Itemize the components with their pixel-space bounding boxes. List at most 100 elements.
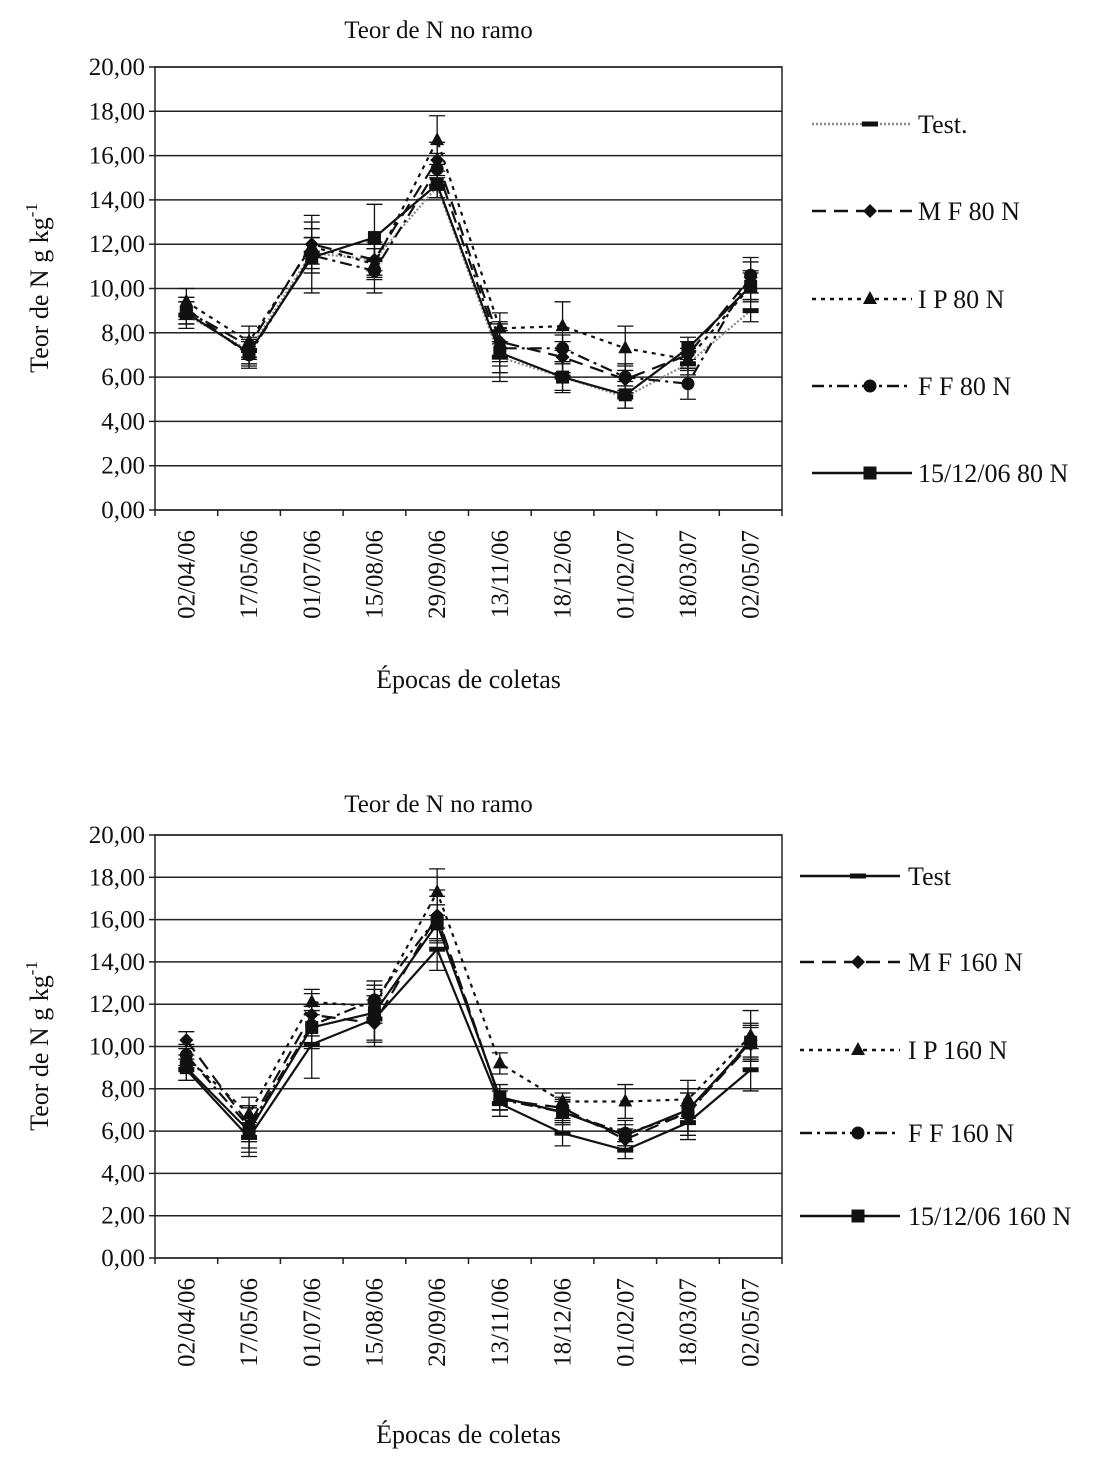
legend-item: M F 160 N xyxy=(800,948,1023,977)
x-tick-label: 17/05/06 xyxy=(236,530,263,619)
data-point xyxy=(492,1055,507,1069)
legend-item: I P 80 N xyxy=(812,285,1005,314)
series-1 xyxy=(178,174,759,409)
legend-label: M F 80 N xyxy=(918,197,1020,226)
data-point xyxy=(304,994,319,1008)
data-point xyxy=(430,884,445,898)
y-tick-label: 4,00 xyxy=(101,408,145,435)
data-point xyxy=(430,917,444,931)
y-tick-label: 10,00 xyxy=(89,276,145,303)
y-tick-label: 0,00 xyxy=(101,1245,145,1272)
y-axis-label-text: Teor de N g kg xyxy=(25,217,54,373)
data-point xyxy=(556,341,570,355)
y-tick-label: 16,00 xyxy=(89,907,145,934)
data-point xyxy=(742,308,759,314)
x-tick-label: 01/07/06 xyxy=(299,1278,326,1367)
legend-item: M F 80 N xyxy=(812,197,1020,226)
legend-marker xyxy=(851,1209,865,1223)
x-tick-label: 15/08/06 xyxy=(361,1278,388,1367)
y-axis-label-superscript: -1 xyxy=(22,961,41,975)
data-point xyxy=(681,377,695,391)
data-point xyxy=(367,1006,381,1020)
x-tick-label: 15/08/06 xyxy=(361,530,388,619)
legend-marker xyxy=(863,291,877,304)
y-tick-label: 8,00 xyxy=(101,320,145,347)
data-point xyxy=(618,388,632,402)
legend-marker xyxy=(851,1042,865,1055)
legend-label: F F 160 N xyxy=(908,1119,1014,1148)
legend-item: Test xyxy=(800,862,952,891)
y-tick-label: 4,00 xyxy=(101,1160,145,1187)
y-axis-label: Teor de N g kg-1 xyxy=(22,961,54,1131)
data-point xyxy=(744,1035,758,1049)
x-tick-label: 13/11/06 xyxy=(487,1278,514,1366)
y-tick-label: 12,00 xyxy=(89,231,145,258)
y-tick-label: 6,00 xyxy=(101,364,145,391)
legend-marker xyxy=(863,379,877,393)
legend-item: 15/12/06 160 N xyxy=(800,1202,1071,1231)
data-point xyxy=(618,1093,633,1107)
y-axis-label: Teor de N g kg-1 xyxy=(22,203,54,373)
x-tick-label: 18/12/06 xyxy=(550,1278,577,1367)
legend-item: 15/12/06 80 N xyxy=(812,459,1068,488)
series-3 xyxy=(178,868,759,1132)
y-tick-label: 18,00 xyxy=(89,864,145,891)
data-point xyxy=(305,250,319,264)
x-tick-label: 01/02/07 xyxy=(612,530,639,619)
x-tick-label: 18/12/06 xyxy=(550,530,577,619)
legend-item: F F 80 N xyxy=(812,372,1011,401)
series-2 xyxy=(178,889,759,1151)
data-point xyxy=(430,162,444,176)
y-tick-label: 0,00 xyxy=(101,497,145,524)
x-tick-label: 02/04/06 xyxy=(173,1278,200,1367)
legend-marker xyxy=(862,121,878,127)
data-point xyxy=(493,1090,507,1104)
data-point xyxy=(179,306,193,320)
legend-item: I P 160 N xyxy=(800,1036,1008,1065)
data-point xyxy=(430,177,444,191)
y-axis-label-superscript: -1 xyxy=(22,203,41,217)
x-axis-label: Épocas de coletas xyxy=(376,1420,561,1449)
data-point xyxy=(681,341,695,355)
x-tick-label: 02/05/07 xyxy=(738,530,765,619)
x-tick-label: 17/05/06 xyxy=(236,1278,263,1367)
legend-marker xyxy=(850,873,866,879)
series-line xyxy=(185,182,752,397)
y-tick-label: 14,00 xyxy=(89,949,145,976)
data-point xyxy=(554,1130,571,1136)
legend-label: M F 160 N xyxy=(908,948,1023,977)
data-point xyxy=(618,1128,632,1142)
data-point xyxy=(179,1061,193,1075)
series-line xyxy=(185,157,752,381)
series-5 xyxy=(178,170,759,409)
series-line xyxy=(185,947,752,1152)
legend-marker xyxy=(863,204,877,218)
y-tick-label: 10,00 xyxy=(89,1034,145,1061)
x-tick-label: 29/09/06 xyxy=(424,530,451,619)
chart-title: Teor de N no ramo xyxy=(344,791,532,818)
x-tick-label: 18/03/07 xyxy=(675,1278,702,1367)
legend-label: Test xyxy=(908,862,952,891)
x-tick-label: 01/02/07 xyxy=(612,1278,639,1367)
legend-marker xyxy=(851,955,865,969)
data-point xyxy=(556,370,570,384)
data-point xyxy=(179,1033,194,1048)
legend-label: Test. xyxy=(918,110,967,139)
series-line xyxy=(185,921,752,1137)
data-point xyxy=(681,1103,695,1117)
legend-label: F F 80 N xyxy=(918,372,1011,401)
series-4 xyxy=(178,895,759,1149)
y-tick-label: 6,00 xyxy=(101,1118,145,1145)
data-point xyxy=(429,946,446,952)
y-tick-label: 8,00 xyxy=(101,1076,145,1103)
data-point xyxy=(430,132,445,146)
x-tick-label: 13/11/06 xyxy=(487,530,514,618)
legend-label: 15/12/06 160 N xyxy=(908,1202,1071,1231)
data-point xyxy=(618,340,633,354)
data-point xyxy=(242,1124,256,1138)
legend-label: I P 80 N xyxy=(918,285,1005,314)
data-point xyxy=(556,1105,570,1119)
legend-item: Test. xyxy=(812,110,967,139)
series-line xyxy=(185,889,752,1116)
data-point xyxy=(305,1020,319,1034)
